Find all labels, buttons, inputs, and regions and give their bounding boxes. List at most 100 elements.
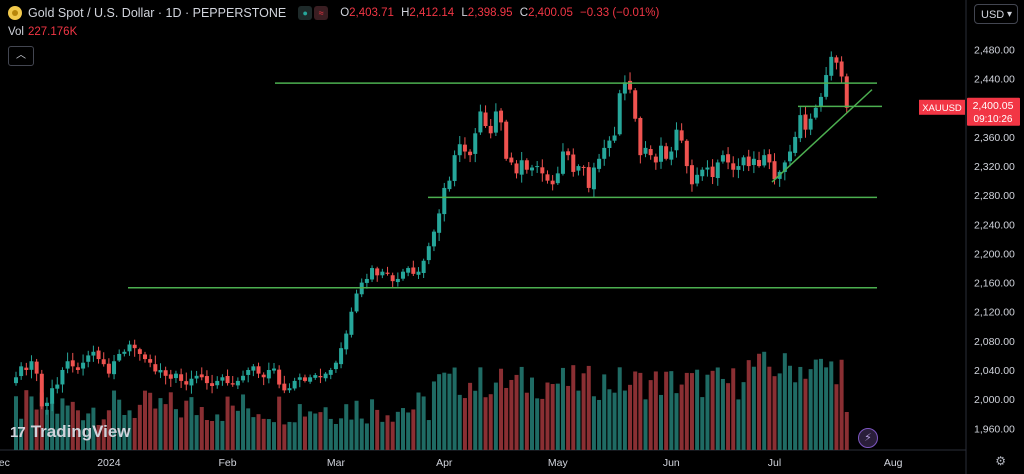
candle-body: [664, 146, 669, 159]
candle-body: [153, 364, 158, 372]
candle-body: [659, 145, 663, 162]
volume-bar: [199, 407, 204, 450]
candle-body: [488, 125, 493, 134]
volume-bar: [117, 399, 122, 450]
candle-body: [514, 163, 519, 174]
candle-body: [210, 383, 215, 387]
volume-bar: [323, 407, 328, 450]
candle-body: [767, 154, 772, 163]
symbol-title[interactable]: Gold Spot / U.S. Dollar · 1D · PEPPERSTO…: [28, 6, 287, 20]
volume-bar: [173, 409, 178, 450]
change-value: −0.33 (−0.01%): [580, 7, 660, 19]
volume-bar: [535, 398, 540, 450]
volume-bar: [81, 420, 86, 450]
candle-body: [117, 353, 122, 361]
candle-body: [70, 360, 75, 367]
volume-bar: [24, 390, 29, 450]
candle-body: [473, 133, 478, 154]
candle-body: [788, 151, 792, 162]
volume-bar: [442, 372, 447, 450]
volume-bar: [545, 382, 550, 450]
volume-bar: [235, 410, 240, 450]
candle-body: [292, 380, 297, 389]
volume-bar: [452, 367, 457, 450]
candle-body: [39, 373, 44, 407]
candle-body: [545, 174, 550, 181]
candle-body: [483, 112, 488, 127]
collapse-legend-button[interactable]: ︿: [8, 46, 34, 66]
volume-bar: [292, 422, 297, 450]
volume-bar: [65, 405, 70, 450]
chart-header: Gold Spot / U.S. Dollar · 1D · PEPPERSTO…: [8, 6, 663, 20]
volume-bar: [560, 367, 565, 450]
volume-bar: [241, 394, 246, 450]
lightning-icon[interactable]: ⚡: [858, 428, 878, 448]
currency-select[interactable]: USD: [974, 4, 1018, 25]
candle-body: [746, 156, 751, 167]
volume-bar: [302, 416, 307, 450]
candle-body: [148, 359, 153, 363]
tilde-icon[interactable]: ≈: [314, 6, 329, 20]
volume-bar: [462, 398, 467, 450]
volume-bar: [437, 374, 442, 450]
volume-bar: [669, 371, 674, 450]
y-tick-label: 2,360.00: [974, 132, 1015, 144]
candle-body: [798, 115, 803, 139]
volume-bar: [777, 373, 782, 450]
volume-bar: [50, 402, 55, 450]
volume-bar: [70, 401, 75, 450]
volume-bar: [60, 398, 65, 450]
settings-gear-icon[interactable]: ⚙: [995, 454, 1006, 468]
candle-body: [395, 278, 400, 283]
candle-body: [65, 361, 70, 369]
candle-body: [235, 380, 240, 386]
candle-body: [313, 375, 318, 378]
candle-body: [540, 167, 545, 174]
y-tick-label: 2,240.00: [974, 219, 1015, 231]
volume-bar: [715, 367, 720, 450]
candle-body: [380, 271, 385, 276]
candle-body: [323, 373, 328, 379]
candle-body: [143, 354, 147, 360]
volume-bar: [566, 385, 571, 450]
candle-body: [370, 268, 375, 280]
volume-bar: [617, 367, 622, 450]
volume-bar: [287, 421, 292, 450]
candle-body: [457, 144, 462, 156]
gold-symbol-icon[interactable]: [8, 6, 22, 20]
volume-bar: [14, 396, 18, 450]
volume-bar: [55, 413, 60, 450]
volume-bar: [468, 382, 473, 450]
market-open-icon[interactable]: ●: [298, 6, 313, 20]
volume-bar: [385, 415, 390, 450]
volume-bar: [788, 365, 792, 450]
volume-bar: [364, 423, 369, 450]
candle-body: [75, 367, 80, 370]
candle-body: [762, 155, 767, 166]
volume-bar: [695, 369, 700, 450]
volume-bar: [34, 409, 39, 450]
volume-bar: [395, 411, 400, 450]
candle-body: [829, 56, 834, 76]
volume-bar: [829, 361, 834, 450]
x-tick-label: Feb: [219, 457, 237, 469]
volume-bar: [297, 404, 302, 450]
volume-bar: [628, 384, 633, 450]
volume-bar: [313, 413, 318, 450]
status-badges: ● ≈: [298, 6, 329, 20]
volume-bar: [411, 409, 416, 450]
volume-bar: [112, 390, 117, 450]
candle-body: [194, 375, 199, 379]
volume-bar: [256, 414, 261, 450]
candle-body: [741, 157, 746, 166]
volume-bar: [540, 398, 545, 450]
candle-body: [726, 154, 731, 163]
candle-body: [29, 361, 34, 370]
y-tick-label: 2,440.00: [974, 74, 1015, 86]
candle-body: [101, 359, 106, 365]
volume-bar: [153, 408, 158, 450]
volume-bar: [648, 380, 653, 450]
volume-bar: [731, 368, 736, 450]
candle-body: [251, 366, 256, 371]
